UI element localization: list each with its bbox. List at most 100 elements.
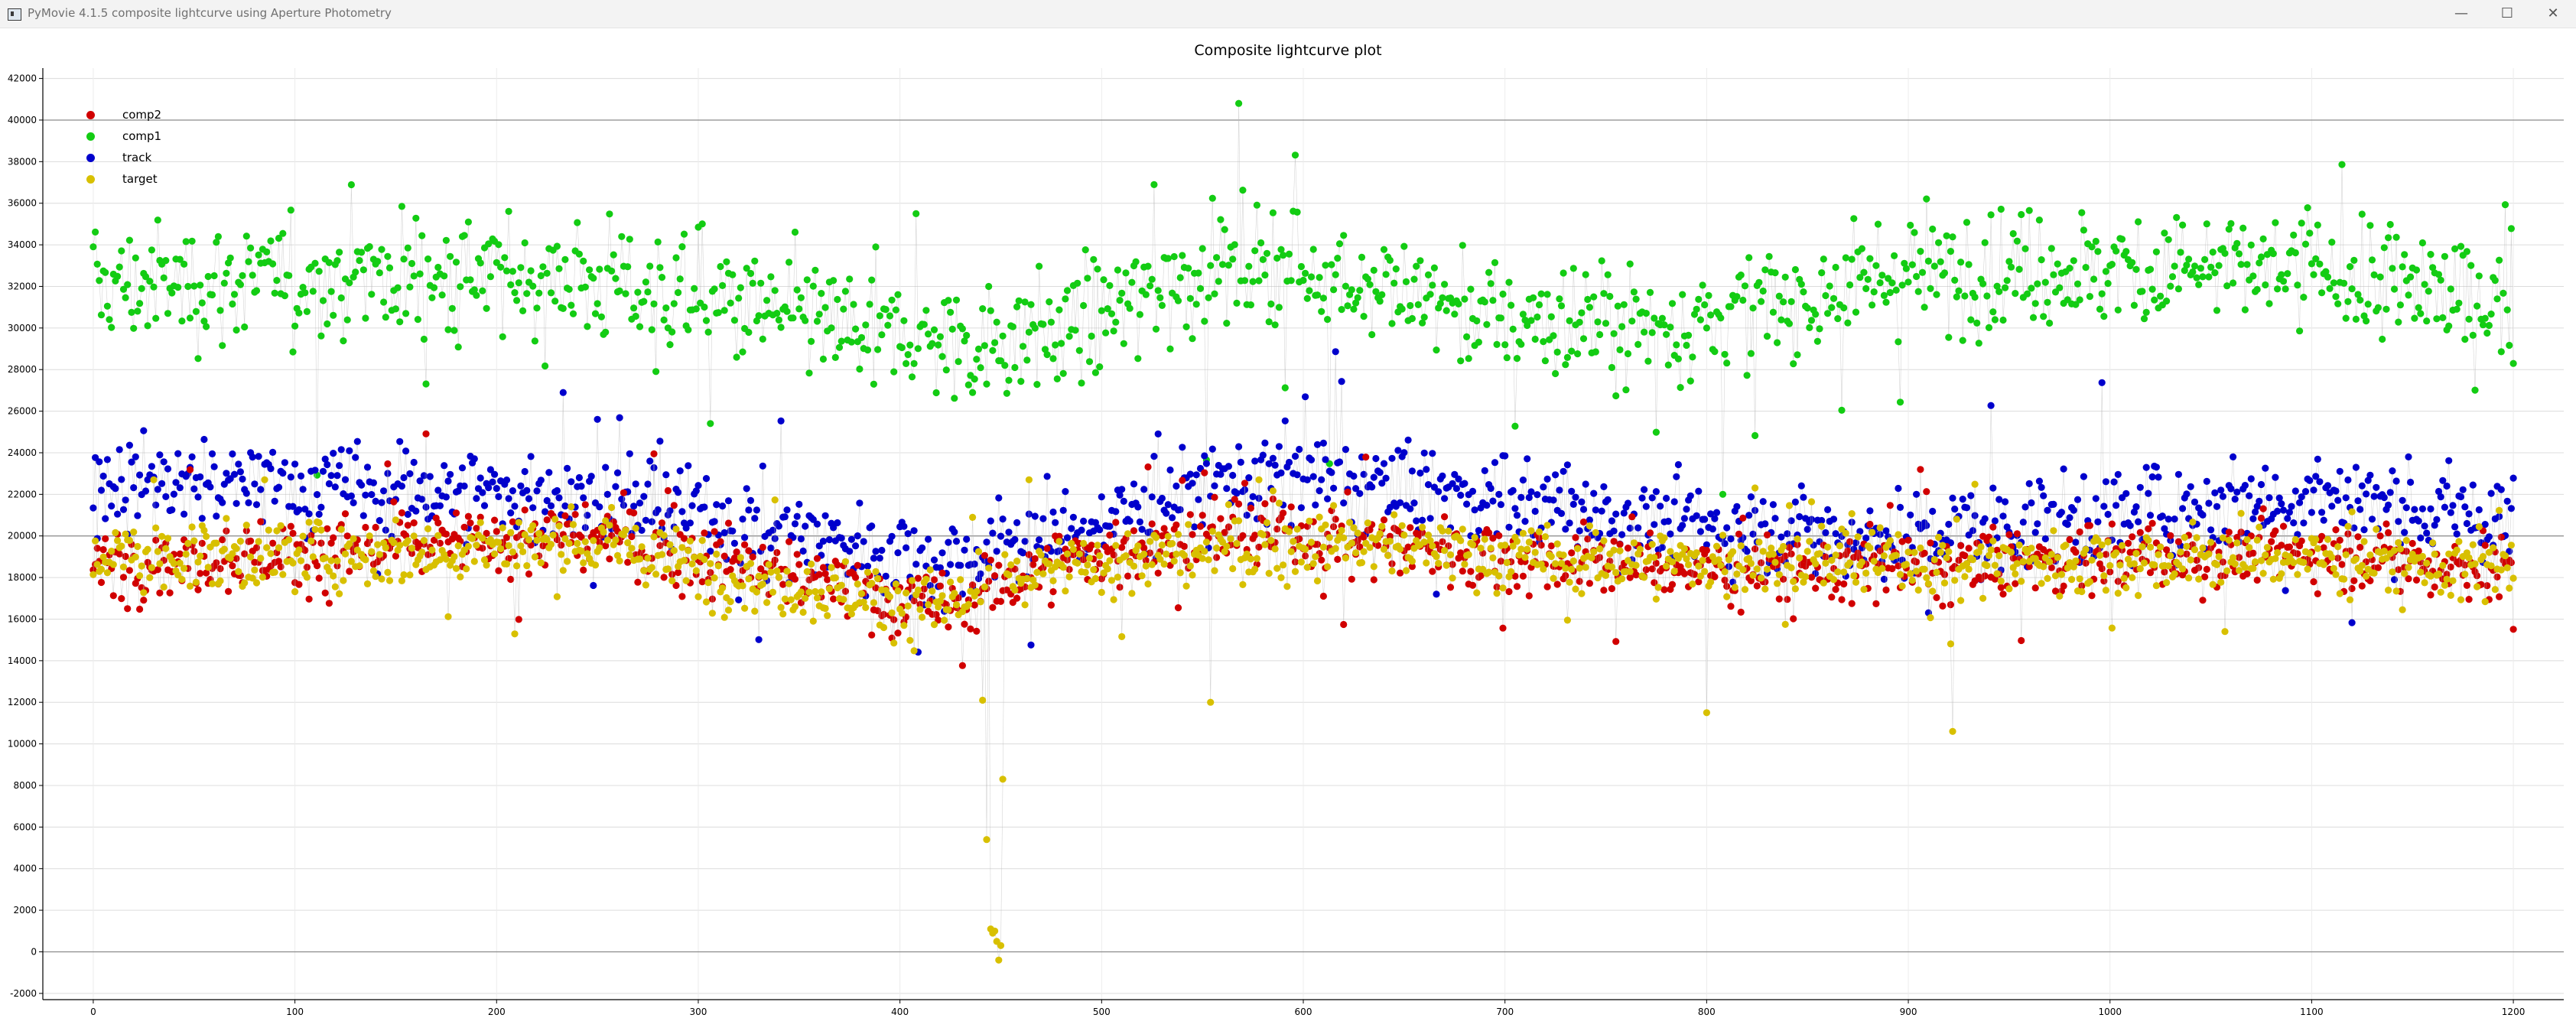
data-point-target xyxy=(285,536,293,544)
data-point-target xyxy=(93,561,101,568)
data-point-track xyxy=(372,497,379,506)
lightcurve-plot[interactable]: -200002000400060008000100001200014000160… xyxy=(0,28,2576,1031)
data-point-comp2 xyxy=(269,539,277,547)
data-point-comp1 xyxy=(2005,258,2013,265)
maximize-icon[interactable]: ☐ xyxy=(2500,5,2514,21)
data-point-track xyxy=(1179,444,1186,451)
data-point-track xyxy=(103,456,111,463)
data-point-comp1 xyxy=(1953,293,1960,301)
data-point-target xyxy=(559,567,567,574)
data-point-comp1 xyxy=(1132,258,1140,265)
data-point-comp1 xyxy=(660,316,668,324)
data-point-target xyxy=(1370,563,1377,571)
data-point-track xyxy=(208,450,216,458)
data-point-comp2 xyxy=(1446,584,1455,591)
data-point-track xyxy=(118,476,125,483)
data-point-track xyxy=(1302,393,1309,401)
data-point-track xyxy=(1703,541,1710,548)
data-point-track xyxy=(200,435,208,444)
data-point-track xyxy=(1080,517,1088,525)
data-point-track xyxy=(1963,504,1971,512)
data-point-comp1 xyxy=(2211,269,2219,277)
data-point-comp1 xyxy=(106,316,113,324)
data-point-comp1 xyxy=(239,272,246,279)
data-point-comp1 xyxy=(103,302,111,310)
data-point-comp1 xyxy=(1949,233,1956,241)
data-point-track xyxy=(1233,489,1241,497)
data-point-track xyxy=(301,506,309,513)
data-point-comp1 xyxy=(1534,313,1541,321)
data-point-target xyxy=(181,564,188,572)
data-point-comp1 xyxy=(247,244,255,252)
data-point-track xyxy=(876,555,883,562)
plot-area[interactable]: -2000 0 2000 4000 6000 8000 10000 12000 14000 160… xyxy=(0,28,2576,1031)
data-point-track xyxy=(1388,454,1396,462)
data-point-comp2 xyxy=(1485,529,1493,537)
data-point-comp2 xyxy=(656,542,664,550)
data-point-comp1 xyxy=(214,233,222,240)
data-point-target xyxy=(1600,537,1608,545)
data-point-comp2 xyxy=(2018,636,2025,645)
data-point-track xyxy=(2350,524,2358,532)
data-point-track xyxy=(675,489,682,496)
data-point-comp1 xyxy=(1790,360,1797,368)
data-point-track xyxy=(577,483,585,490)
data-point-target xyxy=(1896,571,1904,578)
data-point-comp1 xyxy=(2157,292,2165,300)
data-point-comp1 xyxy=(2129,259,2136,266)
data-point-comp1 xyxy=(1053,375,1061,382)
data-point-comp1 xyxy=(523,290,531,298)
data-point-comp1 xyxy=(501,254,509,262)
data-point-track xyxy=(2356,506,2364,513)
data-point-comp1 xyxy=(485,240,493,248)
data-point-comp1 xyxy=(1293,208,1301,216)
data-point-target xyxy=(452,564,460,572)
data-point-comp1 xyxy=(1170,252,1178,261)
data-point-target xyxy=(2439,561,2447,570)
data-point-comp1 xyxy=(656,264,664,272)
data-point-target xyxy=(1091,574,1099,583)
data-point-track xyxy=(720,529,728,537)
data-point-target xyxy=(1233,540,1241,548)
data-point-comp1 xyxy=(2100,313,2108,320)
data-point-comp1 xyxy=(1352,299,1360,307)
data-point-target xyxy=(1524,545,1531,553)
data-point-target xyxy=(1247,555,1254,563)
data-point-comp2 xyxy=(1955,556,1963,564)
close-icon[interactable]: ✕ xyxy=(2547,5,2559,21)
minimize-icon[interactable]: — xyxy=(2454,5,2468,21)
data-point-track xyxy=(1695,487,1703,495)
data-point-target xyxy=(622,526,629,534)
data-point-target xyxy=(1660,534,1668,542)
data-point-comp1 xyxy=(666,341,674,349)
data-point-comp1 xyxy=(1685,331,1693,339)
data-point-target xyxy=(470,558,478,565)
data-point-target xyxy=(626,551,633,559)
data-point-comp2 xyxy=(771,556,779,564)
data-point-track xyxy=(2449,502,2457,509)
data-point-comp2 xyxy=(868,631,876,639)
data-point-comp1 xyxy=(1624,350,1632,358)
data-point-target xyxy=(2421,579,2428,587)
data-point-target xyxy=(327,557,335,564)
data-point-comp1 xyxy=(1134,355,1142,363)
data-point-comp1 xyxy=(400,255,408,263)
data-point-comp2 xyxy=(1211,493,1218,501)
data-point-target xyxy=(1846,559,1854,567)
data-point-comp2 xyxy=(1703,546,1710,555)
data-point-target xyxy=(1957,597,1965,604)
data-point-target xyxy=(2191,546,2199,554)
data-point-track xyxy=(2437,493,2444,501)
data-point-target xyxy=(1069,545,1077,554)
data-point-target xyxy=(1576,564,1583,572)
data-point-track xyxy=(616,414,623,421)
data-point-comp1 xyxy=(828,324,835,332)
data-point-comp1 xyxy=(356,257,363,265)
data-point-track xyxy=(1078,526,1085,534)
data-point-track xyxy=(537,476,545,484)
data-point-comp1 xyxy=(1578,309,1586,317)
data-point-track xyxy=(1712,509,1721,516)
data-point-track xyxy=(1534,491,1541,499)
data-point-track xyxy=(713,501,720,509)
data-point-comp1 xyxy=(1723,359,1731,367)
